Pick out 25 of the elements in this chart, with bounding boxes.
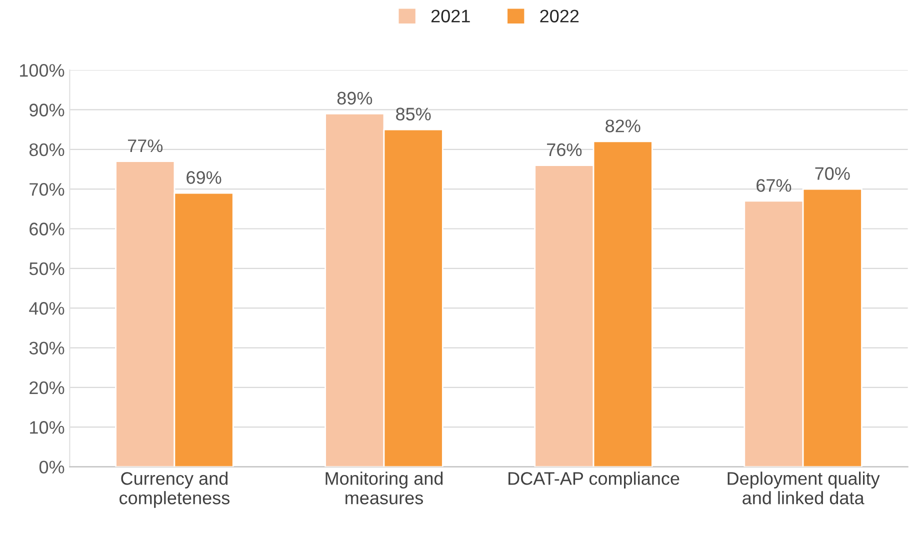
y-tick-label: 100% [20, 64, 64, 77]
x-tick-label: Monitoring and measures [326, 472, 443, 504]
x-tick-label: Currency and completeness [120, 472, 230, 508]
y-tick-label: 30% [29, 342, 64, 354]
y-tick-label: 0% [39, 460, 64, 474]
data-label: 85% [396, 108, 431, 120]
y-tick-label: 60% [30, 222, 64, 236]
x-tick-label: Deployment quality and linked data [728, 472, 880, 504]
y-tick-label: 80% [29, 143, 64, 156]
data-label: 89% [337, 92, 372, 105]
x-tick-label: DCAT-AP compliance [508, 472, 680, 488]
legend-label: 2021 [431, 10, 470, 22]
data-label: 77% [128, 139, 163, 152]
y-tick-label: 70% [30, 183, 64, 196]
y-tick-label: 40% [29, 302, 64, 315]
y-tick-label: 10% [30, 421, 64, 434]
data-label: 70% [815, 167, 850, 180]
data-label: 76% [547, 143, 582, 156]
y-tick-label: 50% [29, 262, 64, 276]
data-label: 69% [186, 171, 222, 184]
y-tick-label: 20% [30, 381, 64, 394]
data-label: 67% [756, 179, 792, 192]
legend-label: 2022 [540, 10, 579, 22]
data-label: 82% [606, 120, 640, 132]
y-tick-label: 90% [30, 104, 64, 116]
